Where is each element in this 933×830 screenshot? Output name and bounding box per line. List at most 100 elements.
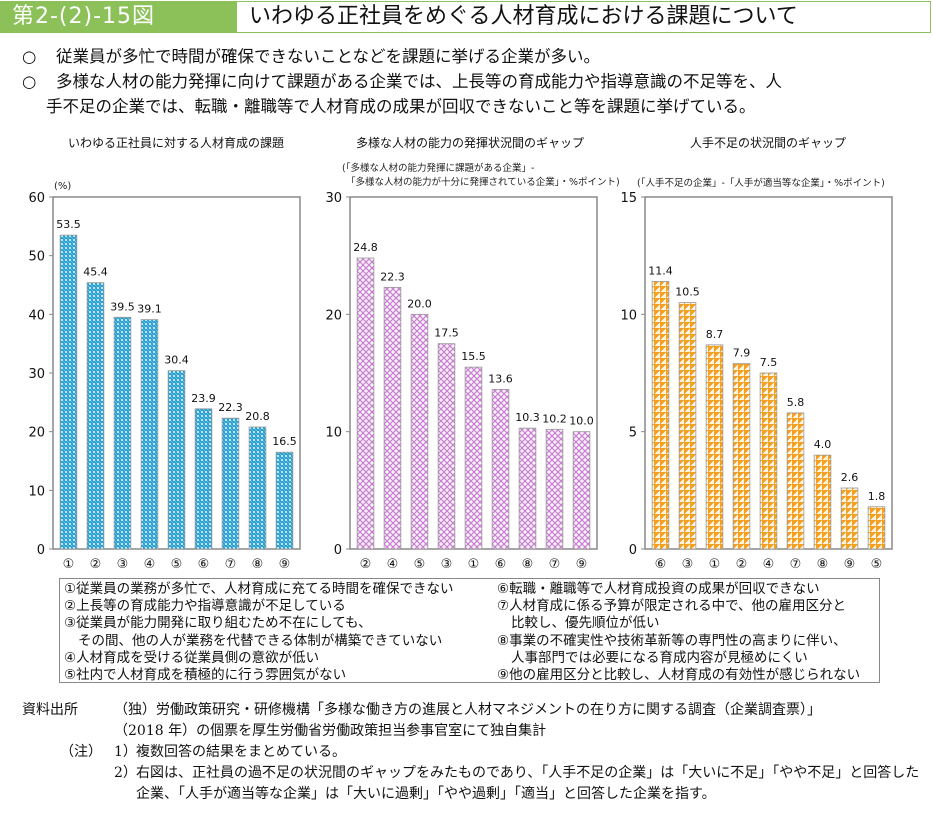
y-tick-label: 10: [325, 426, 342, 441]
data-label: 2.6: [841, 471, 859, 484]
legend-item: ⑥転職・離職等で人材育成投資の成果が回収できない: [497, 581, 820, 597]
y-tick-label: 0: [629, 543, 637, 558]
bar: [59, 234, 78, 550]
bar: [275, 451, 294, 550]
bar: [572, 431, 591, 550]
legend-column-right: ⑥転職・離職等で人材育成投資の成果が回収できない ⑦人材育成に係る予算が限定される…: [497, 581, 860, 684]
data-label: 15.5: [461, 350, 486, 363]
data-label: 23.9: [191, 392, 216, 405]
bar: [867, 506, 886, 550]
summary-text: 従業員が多忙で時間が確保できないことなどを課題に挙げる企業が多い。: [56, 47, 601, 66]
bar: [356, 257, 375, 550]
bar: [140, 319, 159, 550]
chart-title: 人手不足の状況間のギャップ: [690, 135, 846, 150]
legend-item: ③従業員が能力開発に取り組むため不在にしても、: [64, 615, 372, 632]
figure-number: 第2-(2)-15図: [0, 1, 236, 33]
x-tick-label: ⑨: [844, 557, 856, 572]
y-tick-label: 0: [37, 543, 45, 558]
y-tick-label: 40: [28, 308, 45, 323]
y-tick-label: 0: [334, 543, 342, 558]
data-label: 5.8: [787, 396, 805, 409]
x-tick-label: ⑤: [414, 557, 426, 572]
y-tick-label: 60: [28, 191, 45, 206]
summary-text: 多様な人材の能力発揮に向けて課題がある企業では、上長等の育成能力や指導意識の不足…: [56, 72, 782, 91]
x-tick-label: ②: [90, 557, 102, 572]
data-label: 4.0: [814, 438, 832, 451]
data-label: 53.5: [56, 218, 81, 231]
bar: [113, 316, 132, 550]
data-label: 17.5: [434, 327, 459, 340]
data-label: 7.5: [760, 356, 778, 369]
bar: [221, 417, 240, 550]
legend-item: ①従業員の業務が多忙で、人材育成に充てる時間を確保できない: [64, 581, 454, 597]
source-text-2: （2018 年）の個票を厚生労働省労働政策担当参事官室にて独自集計: [114, 723, 547, 739]
legend-item: 人事部門では必要になる育成内容が見極めにくい: [511, 649, 808, 666]
bullet-icon: ○: [22, 47, 37, 66]
legend-item: ⑧事業の不確実性や技術革新等の専門性の高まりに伴い、: [497, 632, 847, 649]
x-tick-label: ④: [144, 557, 156, 572]
bar: [437, 343, 456, 550]
note-text: 右図は、正社員の過不足の状況間のギャップをみたものであり、「人手不足の企業」は「…: [136, 765, 920, 802]
charts-area: いわゆる正社員に対する人材育成の課題(%)010203040506053.5①4…: [28, 135, 893, 572]
note-row: （注） 1） 複数回答の結果をまとめている。 2） 右図は、正社員の過不足の状況…: [22, 742, 927, 805]
summary: ○ 従業員が多忙で時間が確保できないことなどを課題に挙げる企業が多い。 ○ 多様…: [22, 44, 922, 119]
summary-line: ○ 多様な人材の能力発揮に向けて課題がある企業では、上長等の育成能力や指導意識の…: [22, 69, 922, 94]
data-label: 8.7: [706, 328, 724, 341]
x-tick-label: ⑧: [817, 557, 829, 572]
figure-title: いわゆる正社員をめぐる人材育成における課題について: [236, 1, 931, 33]
x-tick-label: ⑥: [655, 557, 667, 572]
notes: 資料出所 （独）労働政策研究・研修機構「多様な働き方の進展と人材マネジメントの在…: [22, 700, 927, 805]
x-tick-label: ⑧: [522, 557, 534, 572]
x-tick-label: ⑤: [171, 557, 183, 572]
y-tick-label: 10: [620, 308, 637, 323]
legend-box: ①従業員の業務が多忙で、人材育成に充てる時間を確保できない ②上長等の育成能力や指…: [59, 578, 880, 683]
x-tick-label: ⑥: [198, 557, 210, 572]
data-label: 30.4: [164, 354, 189, 367]
data-label: 22.3: [218, 401, 243, 414]
y-tick-label: 5: [629, 426, 637, 441]
y-tick-label: 15: [620, 191, 637, 206]
summary-line: ○ 従業員が多忙で時間が確保できないことなどを課題に挙げる企業が多い。: [22, 44, 922, 69]
source-text-1: （独）労働政策研究・研修機構「多様な働き方の進展と人材マネジメントの在り方に関す…: [114, 702, 821, 718]
data-label: 7.9: [733, 347, 751, 360]
data-label: 1.8: [868, 490, 886, 503]
bar: [705, 344, 724, 550]
y-tick-label: 20: [325, 308, 342, 323]
x-tick-label: ③: [117, 557, 129, 572]
bar: [786, 412, 805, 550]
x-tick-label: ②: [360, 557, 372, 572]
data-label: 20.0: [407, 297, 432, 310]
source-label: 資料出所: [22, 702, 78, 718]
note-label: （注）: [60, 744, 102, 760]
note-number: 2）: [114, 765, 137, 781]
x-tick-label: ①: [63, 557, 75, 572]
y-tick-label: 30: [325, 191, 342, 206]
x-tick-label: ⑧: [252, 557, 264, 572]
x-tick-label: ④: [387, 557, 399, 572]
x-tick-label: ①: [468, 557, 480, 572]
bar: [86, 282, 105, 550]
data-label: 10.5: [675, 286, 700, 299]
bar: [383, 286, 402, 550]
y-tick-label: 10: [28, 484, 45, 499]
chart-title: 多様な人材の能力の発揮状況間のギャップ: [356, 135, 584, 150]
note-number: 1）: [114, 744, 137, 760]
x-tick-label: ⑦: [790, 557, 802, 572]
bar: [678, 302, 697, 550]
bar: [518, 427, 537, 550]
source-row: 資料出所 （独）労働政策研究・研修機構「多様な働き方の進展と人材マネジメントの在…: [22, 700, 927, 742]
chart-title: いわゆる正社員に対する人材育成の課題: [68, 135, 284, 150]
data-label: 20.8: [245, 410, 270, 423]
x-tick-label: ③: [441, 557, 453, 572]
x-tick-label: ⑤: [871, 557, 883, 572]
data-label: 39.5: [110, 300, 135, 313]
legend-item: ⑨他の雇用区分と比較し、人材育成の有効性が感じられない: [497, 667, 861, 684]
y-tick-label: 30: [28, 367, 45, 382]
x-tick-label: ⑨: [576, 557, 588, 572]
x-tick-label: ⑦: [549, 557, 561, 572]
legend-column-left: ①従業員の業務が多忙で、人材育成に充てる時間を確保できない ②上長等の育成能力や指…: [64, 581, 454, 684]
data-label: 11.4: [648, 264, 673, 277]
summary-continuation: 手不足の企業では、転職・離職等で人材育成の成果が回収できないこと等を課題に挙げて…: [46, 97, 756, 116]
bar: [410, 313, 429, 550]
bar: [840, 487, 859, 550]
